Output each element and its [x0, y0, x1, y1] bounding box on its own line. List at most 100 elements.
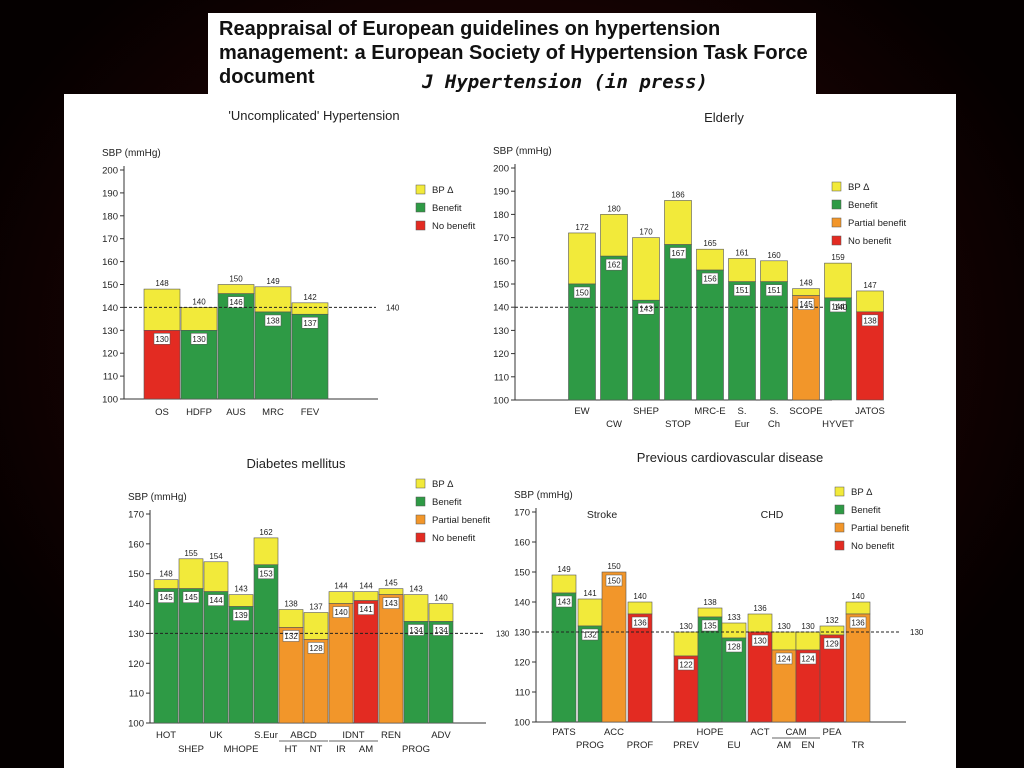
chart-3-bar-10-xlabel: PEA	[822, 727, 842, 738]
chart-2-legend-label-3: No benefit	[432, 533, 476, 544]
chart-2-bar-11-bp-delta	[428, 603, 454, 622]
chart-2-bar-2-xlabel: UK	[209, 730, 223, 741]
chart-1-bar-1-bp-delta	[600, 214, 628, 257]
chart-3-bar-5-xlabel: HOPE	[697, 727, 724, 738]
chart-2-bar-4-value-box	[257, 567, 275, 580]
chart-1-bar-4-bottom-label: 156	[703, 275, 717, 284]
chart-3-bar-4-bp-delta	[673, 631, 699, 657]
chart-1-reference-label: 140	[834, 303, 848, 312]
chart-3-section-1-label: CHD	[761, 509, 784, 521]
chart-3-bar-10-bp-delta	[819, 625, 845, 636]
chart-1-bar-5-value-box	[733, 284, 751, 296]
chart-1-bar-0-top-label: 172	[575, 223, 589, 232]
chart-2-legend-swatch-3	[415, 532, 426, 543]
chart-3-bar-10-outcome	[819, 634, 845, 723]
chart-0-legend-label-0: BP Δ	[432, 185, 454, 196]
chart-1-bar-1-top-label: 180	[607, 204, 621, 213]
chart-2-bar-3-value-box	[232, 609, 250, 621]
chart-3-bar-5-bp-delta	[697, 607, 723, 618]
chart-3-section-0-label: Stroke	[587, 509, 618, 521]
chart-0-bar-2-bp-delta	[217, 284, 255, 294]
chart-0-bar-1-bp-delta	[180, 307, 218, 331]
chart-3-legend-label-0: BP Δ	[851, 487, 873, 498]
chart-3-bar-3-bp-delta	[627, 601, 653, 615]
chart-1-tick-label: 180	[493, 210, 509, 221]
chart-3-bar-0-xlabel: PATS	[552, 727, 575, 738]
chart-2-bar-3-outcome	[228, 606, 254, 724]
chart-3-bar-6-xlabel: EU	[727, 740, 740, 751]
chart-3-bar-7-bottom-label: 130	[753, 637, 767, 646]
chart-1-bar-4-value-box	[701, 272, 719, 285]
chart-3-bar-9-bottom-label: 124	[801, 655, 815, 664]
chart-3-bar-9-top-label: 130	[801, 622, 815, 631]
chart-3-legend-swatch-2	[834, 522, 845, 533]
chart-3-legend-swatch-3	[834, 540, 845, 551]
chart-2-bar-10-bp-delta	[403, 594, 429, 622]
chart-3-tick-label: 110	[515, 688, 530, 699]
chart-2-group-0-label: ABCD	[290, 730, 317, 741]
chart-0-bar-3-value-box	[264, 314, 282, 327]
chart-3-bar-7-bp-delta	[747, 613, 773, 633]
chart-3-group-0-label: CAM	[785, 727, 806, 738]
chart-1-bar-6-bp-delta	[760, 260, 788, 282]
chart-2-bar-3-bottom-label: 139	[234, 611, 248, 620]
chart-2-tick-label: 100	[128, 719, 144, 730]
chart-2-bar-6-bp-delta	[303, 612, 329, 640]
chart-0-tick-label: 110	[103, 372, 118, 383]
chart-3-bar-1-bottom-label: 132	[583, 631, 597, 640]
chart-2-tick-label: 150	[128, 569, 144, 580]
chart-0-legend-label-1: Benefit	[432, 203, 462, 214]
chart-3-bar-3-xlabel: PROF	[627, 740, 654, 751]
chart-3-bar-2-outcome	[601, 571, 627, 723]
chart-2-bar-7-xlabel: IR	[336, 744, 346, 755]
chart-1-bar-4-xlabel: MRC-E	[694, 406, 725, 417]
chart-2-bar-10-value-box	[407, 624, 425, 636]
chart-0-tick-label: 200	[102, 166, 118, 177]
chart-0-tick-label: 160	[102, 257, 118, 268]
chart-2-bar-8-outcome	[353, 600, 379, 724]
chart-3-bar-0-outcome	[551, 592, 577, 723]
chart-0-reference-label: 140	[386, 303, 400, 312]
chart-0-bar-2-top-label: 150	[229, 275, 243, 284]
chart-1-tick-label: 100	[493, 396, 509, 407]
chart-2-bar-4-xlabel: S.Eur	[254, 730, 278, 741]
chart-2-bar-6-bottom-label: 128	[309, 644, 323, 653]
chart-1-bar-2-value-box	[637, 302, 655, 315]
chart-1-bar-6-value-box	[765, 284, 783, 296]
chart-3-bar-3-outcome	[627, 613, 653, 723]
chart-0-bar-2-xlabel: AUS	[226, 407, 246, 418]
chart-0-bar-2-outcome	[217, 293, 255, 400]
chart-2-bar-11-outcome	[428, 621, 454, 724]
chart-1-bar-2-bottom-label: 143	[639, 305, 653, 314]
chart-3-reference-label: 130	[910, 628, 924, 637]
chart-2-bar-3-xlabel: MHOPE	[224, 744, 259, 755]
chart-3-bar-0-value-box	[555, 595, 573, 608]
chart-2-bar-7-bottom-label: 140	[334, 608, 348, 617]
chart-1-tick-label: 140	[493, 303, 509, 314]
chart-1-legend-swatch-2	[831, 217, 842, 228]
chart-2-bar-2-outcome	[203, 591, 229, 724]
chart-0-legend-swatch-0	[415, 184, 426, 195]
chart-1-bar-5-top-label: 161	[735, 248, 749, 257]
chart-3-bar-1-top-label: 141	[583, 589, 597, 598]
chart-0-legend-swatch-2	[415, 220, 426, 231]
chart-0-tick-label: 140	[102, 303, 118, 314]
chart-3-bar-10-top-label: 132	[825, 616, 839, 625]
chart-0-tick-label: 130	[102, 326, 118, 337]
chart-2-bar-8-value-box	[357, 603, 375, 615]
chart-1-bar-8-value-box	[829, 300, 847, 313]
chart-2-bar-0-value-box	[157, 591, 175, 603]
chart-2-bar-8-bp-delta	[353, 591, 379, 601]
chart-3-bar-7-top-label: 136	[753, 604, 767, 613]
chart-1-bar-8-top-label: 159	[831, 253, 845, 262]
chart-3-bar-1-value-box	[581, 628, 599, 641]
chart-1-bar-2-outcome	[632, 299, 660, 401]
chart-3-bar-1-xlabel: PROG	[576, 740, 604, 751]
chart-2-bar-4-top-label: 162	[259, 528, 273, 537]
chart-3-tick-label: 160	[514, 538, 530, 549]
chart-2-bar-5-outcome	[278, 627, 304, 724]
slide-title: Reappraisal of European guidelines on hy…	[219, 18, 808, 88]
chart-1-tick-label: 130	[493, 326, 509, 337]
chart-1-bar-7-bottom-label: 145	[799, 300, 813, 309]
chart-3-bar-6-value-box	[725, 640, 743, 653]
